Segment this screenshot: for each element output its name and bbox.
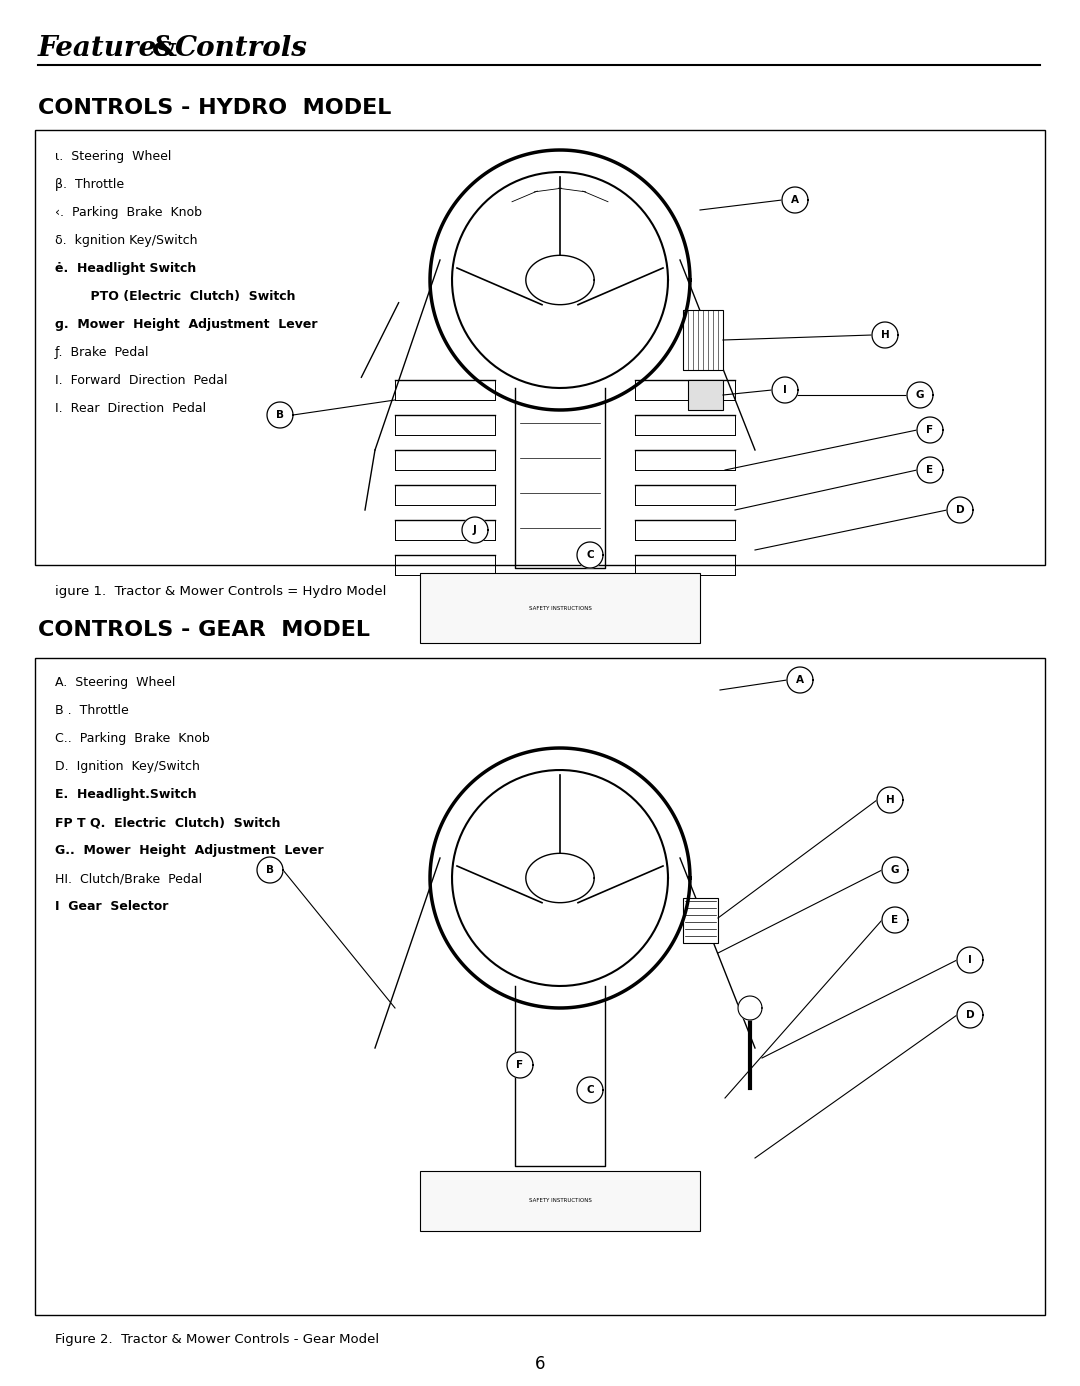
Text: D: D (956, 505, 964, 516)
Text: I.  Forward  Direction  Pedal: I. Forward Direction Pedal (55, 374, 228, 387)
Text: SAFETY INSTRUCTIONS: SAFETY INSTRUCTIONS (528, 1199, 592, 1203)
Polygon shape (787, 667, 813, 693)
Bar (35, 658, 1045, 1315)
Text: Figure 2.  Tractor & Mower Controls - Gear Model: Figure 2. Tractor & Mower Controls - Gea… (55, 1333, 379, 1346)
Polygon shape (917, 457, 943, 482)
Text: H: H (886, 796, 894, 805)
Polygon shape (772, 377, 798, 403)
Text: D.  Ignition  Key/Switch: D. Ignition Key/Switch (55, 760, 200, 773)
Text: ‹.  Parking  Brake  Knob: ‹. Parking Brake Knob (55, 207, 202, 219)
Text: H: H (880, 330, 889, 340)
Text: 6: 6 (535, 1356, 545, 1374)
Text: ɡ.  Mower  Height  Adjustment  Lever: ɡ. Mower Height Adjustment Lever (55, 317, 318, 331)
Polygon shape (882, 857, 908, 883)
Text: I: I (968, 955, 972, 965)
Text: C: C (586, 1085, 594, 1095)
Polygon shape (507, 1052, 534, 1078)
Polygon shape (907, 383, 933, 407)
Text: I.  Rear  Direction  Pedal: I. Rear Direction Pedal (55, 402, 206, 414)
Text: Controls: Controls (175, 35, 308, 62)
Text: SAFETY INSTRUCTIONS: SAFETY INSTRUCTIONS (528, 606, 592, 610)
Text: F: F (516, 1060, 524, 1070)
Text: ƒ.  Brake  Pedal: ƒ. Brake Pedal (55, 346, 149, 359)
Polygon shape (267, 402, 293, 428)
Text: E: E (891, 915, 899, 924)
Text: CONTROLS - HYDRO  MODEL: CONTROLS - HYDRO MODEL (38, 98, 391, 118)
Text: δ.  kɡnition Key/Switch: δ. kɡnition Key/Switch (55, 234, 198, 247)
Text: B .  Throttle: B . Throttle (55, 704, 129, 717)
Polygon shape (577, 1077, 603, 1103)
Polygon shape (957, 947, 983, 973)
Text: E: E (927, 464, 933, 475)
Text: Features: Features (38, 35, 173, 62)
Text: C..  Parking  Brake  Knob: C.. Parking Brake Knob (55, 732, 210, 746)
FancyArrowPatch shape (361, 302, 399, 377)
Text: ė.  Headlight Switch: ė. Headlight Switch (55, 262, 197, 274)
Polygon shape (577, 542, 603, 568)
Bar (420, 572, 700, 643)
Text: ι.  Steering  Wheel: ι. Steering Wheel (55, 150, 172, 164)
Text: G..  Mower  Height  Adjustment  Lever: G.. Mower Height Adjustment Lever (55, 844, 324, 857)
Polygon shape (526, 255, 594, 305)
Bar (683, 310, 723, 370)
Text: A: A (791, 195, 799, 205)
Text: C: C (586, 550, 594, 560)
Polygon shape (882, 906, 908, 933)
Polygon shape (917, 417, 943, 444)
Bar (420, 1171, 700, 1231)
Text: I: I (783, 385, 787, 395)
Text: F: F (927, 426, 933, 435)
Text: CONTROLS - GEAR  MODEL: CONTROLS - GEAR MODEL (38, 620, 370, 640)
Bar (683, 898, 718, 942)
Polygon shape (782, 187, 808, 213)
Text: I  Gear  Selector: I Gear Selector (55, 900, 168, 913)
Text: J: J (473, 525, 477, 535)
Polygon shape (738, 997, 762, 1020)
Text: β.  Throttle: β. Throttle (55, 177, 124, 191)
Text: FP T Q.  Electric  Clutch)  Switch: FP T Q. Electric Clutch) Switch (55, 816, 281, 829)
Text: G: G (891, 865, 900, 875)
Text: A.  Steering  Wheel: A. Steering Wheel (55, 676, 175, 689)
Text: E.  Headlight.Switch: E. Headlight.Switch (55, 789, 197, 801)
Bar (35, 130, 1045, 565)
Polygon shape (877, 787, 903, 814)
Text: PTO (Electric  Clutch)  Switch: PTO (Electric Clutch) Switch (73, 290, 296, 304)
Text: HI.  Clutch/Brake  Pedal: HI. Clutch/Brake Pedal (55, 872, 202, 886)
Text: &: & (152, 35, 177, 62)
Polygon shape (257, 857, 283, 883)
Polygon shape (526, 854, 594, 902)
Bar (688, 380, 723, 410)
Text: G: G (916, 389, 924, 401)
Polygon shape (872, 322, 897, 348)
Text: D: D (966, 1010, 974, 1020)
Text: igure 1.  Tractor & Mower Controls = Hydro Model: igure 1. Tractor & Mower Controls = Hydr… (55, 585, 387, 597)
Text: B: B (266, 865, 274, 875)
Polygon shape (462, 517, 488, 543)
Text: B: B (276, 410, 284, 420)
Polygon shape (957, 1002, 983, 1028)
Polygon shape (947, 498, 973, 523)
Text: A: A (796, 675, 804, 685)
